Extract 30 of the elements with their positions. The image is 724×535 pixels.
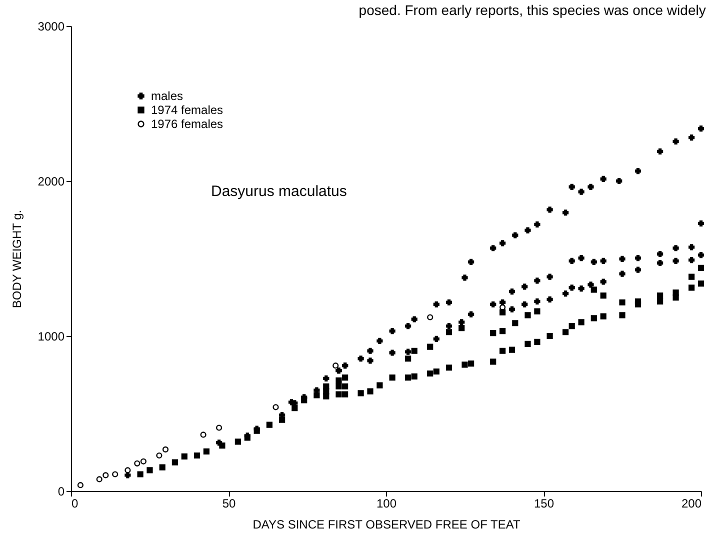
x-tick-label: 100	[376, 496, 397, 510]
legend-label: 1976 females	[151, 117, 224, 131]
point	[156, 452, 162, 459]
point	[200, 432, 206, 438]
y-tick-label: 0	[58, 484, 65, 498]
point	[124, 467, 131, 474]
point	[272, 404, 279, 410]
point	[134, 460, 140, 466]
text: posed. From early reports, this species was once widely	[358, 2, 706, 18]
point	[427, 314, 434, 320]
legend-label: 1974 females	[151, 103, 224, 117]
point	[162, 446, 169, 453]
legend-label: males	[151, 89, 184, 103]
point	[216, 424, 222, 431]
x-tick-label: 0	[72, 496, 78, 510]
point	[77, 482, 84, 488]
point	[140, 458, 146, 464]
y-tick-label: 3000	[38, 20, 65, 34]
x-tick-label: 200	[681, 496, 702, 510]
x-tick-label: 150	[534, 496, 554, 510]
x-axis-title: DAYS SINCE FIRST OBSERVED FREE OF TEAT	[252, 518, 521, 532]
y-tick-label: 2000	[38, 174, 65, 188]
point	[96, 476, 102, 482]
point	[112, 471, 118, 478]
y-axis-title: BODY WEIGHT g.	[10, 210, 24, 308]
y-tick-label: 1000	[38, 330, 65, 344]
annotation: Dasyurus maculatus	[211, 183, 347, 200]
point	[102, 472, 109, 478]
x-tick-label: 50	[222, 496, 236, 510]
point	[332, 362, 339, 369]
